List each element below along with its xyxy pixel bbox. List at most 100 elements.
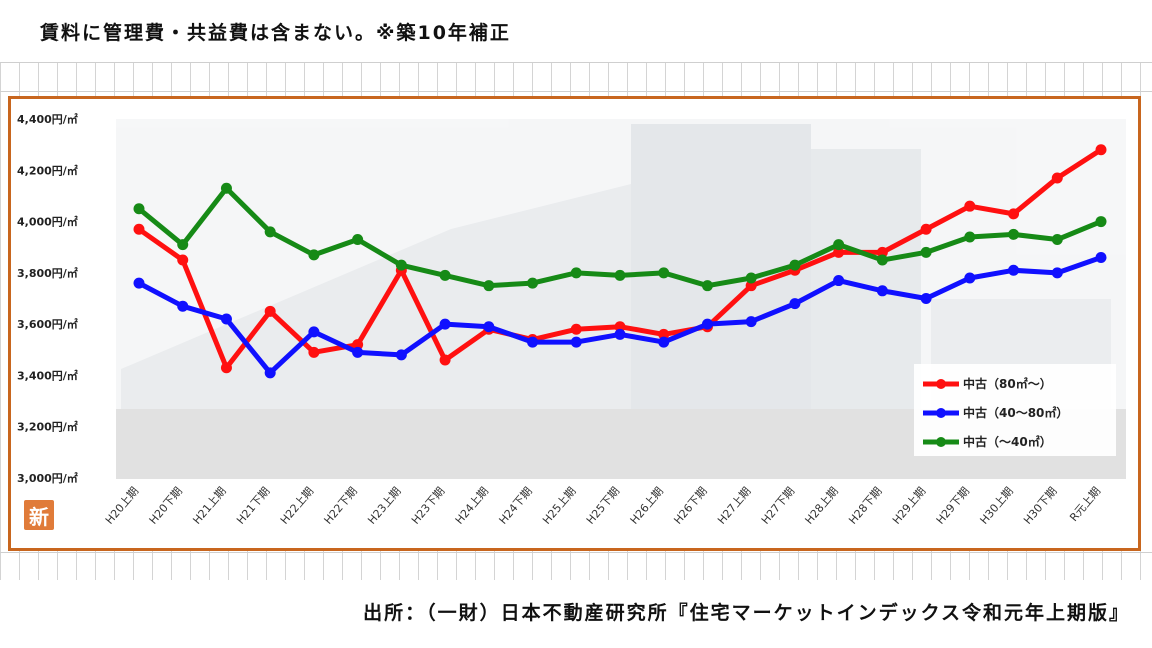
data-point-2 <box>833 239 845 251</box>
data-point-2 <box>395 259 407 271</box>
data-point-1 <box>701 318 713 330</box>
header-note: 賃料に管理費・共益費は含まない。※築10年補正 <box>40 22 511 44</box>
data-point-0 <box>133 223 145 235</box>
data-point-0 <box>439 354 451 366</box>
x-axis-ticks: H20上期 H20下期 H21上期 H21下期 H22上期 H22下期 H23上期 H23下期… <box>103 485 1103 527</box>
x-tick-label: H23上期 <box>365 485 403 527</box>
data-point-0 <box>920 223 932 235</box>
x-tick-label: H30上期 <box>977 485 1015 527</box>
chart-frame: 4,400円/㎡ 4,200円/㎡ 4,000円/㎡ 3,800円/㎡ 3,600円/㎡… <box>8 96 1141 551</box>
y-tick-label: 4,200円/㎡ <box>17 163 78 177</box>
y-tick-label: 3,000円/㎡ <box>17 471 78 485</box>
x-tick-label: H30下期 <box>1021 485 1059 527</box>
data-point-0 <box>220 362 232 374</box>
data-point-0 <box>1095 144 1107 156</box>
data-point-0 <box>964 200 976 212</box>
x-tick-label: H24下期 <box>496 485 534 527</box>
data-point-0 <box>614 321 626 333</box>
header-band <box>0 0 1152 62</box>
data-point-2 <box>439 269 451 281</box>
data-point-1 <box>920 293 932 304</box>
y-tick-label: 4,400円/㎡ <box>17 112 78 126</box>
data-point-1 <box>395 349 407 361</box>
data-point-0 <box>177 254 189 266</box>
data-point-2 <box>658 267 670 279</box>
x-tick-label: H29上期 <box>890 485 928 527</box>
data-point-0 <box>570 323 582 335</box>
data-point-2 <box>483 280 495 292</box>
data-point-1 <box>308 326 320 338</box>
y-axis-ticks: 4,400円/㎡ 4,200円/㎡ 4,000円/㎡ 3,800円/㎡ 3,600円/㎡… <box>17 112 78 485</box>
data-point-2 <box>614 269 626 281</box>
x-tick-label: H29下期 <box>934 485 972 527</box>
x-tick-label: H26上期 <box>628 485 666 527</box>
x-tick-label: H26下期 <box>671 485 709 527</box>
data-point-1 <box>352 346 364 358</box>
x-tick-label: H24上期 <box>453 485 491 527</box>
data-point-0 <box>352 339 364 351</box>
legend-label-2: 中古（～40㎡） <box>963 434 1052 449</box>
data-point-1 <box>658 336 670 348</box>
data-point-1 <box>133 277 145 289</box>
data-point-1 <box>1095 251 1107 263</box>
y-tick-label: 3,400円/㎡ <box>17 368 78 382</box>
y-tick-label: 3,800円/㎡ <box>17 266 78 280</box>
data-point-1 <box>1008 264 1020 276</box>
data-point-1 <box>964 272 976 284</box>
data-point-1 <box>439 318 451 330</box>
data-point-2 <box>789 259 801 271</box>
data-point-0 <box>264 305 276 317</box>
x-tick-label: H21上期 <box>190 485 228 527</box>
data-point-1 <box>789 298 801 310</box>
data-point-2 <box>352 234 364 246</box>
data-point-1 <box>570 336 582 348</box>
x-tick-label: H27上期 <box>715 485 753 527</box>
x-tick-label: H22下期 <box>322 485 360 527</box>
x-tick-label: H27下期 <box>759 485 797 527</box>
x-tick-label: H28下期 <box>846 485 884 527</box>
data-point-0 <box>876 246 888 258</box>
source-citation: 出所：（一財）日本不動産研究所『住宅マーケットインデックス令和元年上期版』 <box>363 602 1130 624</box>
data-point-2 <box>527 277 539 289</box>
x-tick-label: H28上期 <box>803 485 841 527</box>
legend-marker-2 <box>936 437 946 447</box>
x-tick-label: H23下期 <box>409 485 447 527</box>
data-point-1 <box>1051 267 1063 279</box>
data-point-2 <box>745 272 757 284</box>
data-point-2 <box>220 182 232 194</box>
data-point-0 <box>658 328 670 340</box>
legend-label-0: 中古（80㎡～） <box>963 376 1052 391</box>
data-point-0 <box>1051 172 1063 184</box>
data-point-2 <box>570 267 582 279</box>
data-point-2 <box>133 203 145 215</box>
data-point-2 <box>1008 228 1020 240</box>
new-badge-icon: 新 <box>24 500 54 530</box>
data-point-2 <box>177 239 189 251</box>
legend-label-1: 中古（40～80㎡） <box>963 405 1068 420</box>
x-tick-label: H25下期 <box>584 485 622 527</box>
y-tick-label: 3,600円/㎡ <box>17 317 78 331</box>
footer-band <box>0 580 1152 648</box>
data-point-0 <box>1008 208 1020 220</box>
line-chart: 4,400円/㎡ 4,200円/㎡ 4,000円/㎡ 3,800円/㎡ 3,600円/㎡… <box>17 112 1126 527</box>
data-point-2 <box>876 254 888 266</box>
legend: 中古（80㎡～） 中古（40～80㎡） 中古（～40㎡） <box>914 364 1116 456</box>
x-tick-label: H21下期 <box>234 485 272 527</box>
data-point-0 <box>833 246 845 258</box>
data-point-0 <box>745 280 757 292</box>
data-point-2 <box>964 231 976 243</box>
data-point-1 <box>527 336 539 348</box>
data-point-1 <box>220 313 232 325</box>
data-point-1 <box>833 275 845 287</box>
x-tick-label: H20上期 <box>103 485 141 527</box>
data-point-2 <box>264 226 276 238</box>
x-tick-label: H22上期 <box>278 485 316 527</box>
data-point-0 <box>308 346 320 358</box>
legend-marker-0 <box>936 379 946 389</box>
data-point-1 <box>177 300 189 312</box>
x-tick-label: R元上期 <box>1067 485 1103 525</box>
data-point-2 <box>701 280 713 292</box>
legend-marker-1 <box>936 408 946 418</box>
x-tick-label: H20下期 <box>147 485 185 527</box>
x-tick-label: H25上期 <box>540 485 578 527</box>
